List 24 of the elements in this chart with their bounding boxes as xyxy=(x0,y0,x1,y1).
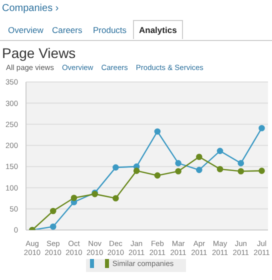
text: Companies › xyxy=(2,3,59,14)
point xyxy=(258,168,265,174)
text: Analytics xyxy=(133,20,183,39)
point xyxy=(70,194,78,202)
point xyxy=(196,154,202,160)
text: Careers xyxy=(52,25,82,35)
point xyxy=(175,168,182,174)
text: Products xyxy=(93,25,127,35)
point xyxy=(238,160,244,166)
point xyxy=(216,166,224,172)
point xyxy=(216,148,224,154)
point xyxy=(50,208,56,214)
point xyxy=(154,128,161,135)
point xyxy=(112,164,119,171)
text: Overview xyxy=(8,25,44,35)
chart-title: Page Views xyxy=(2,45,76,61)
point xyxy=(50,223,56,230)
point xyxy=(238,168,244,174)
point xyxy=(258,124,265,132)
point xyxy=(196,166,202,174)
point xyxy=(175,160,182,166)
point xyxy=(112,195,119,202)
point xyxy=(154,172,161,179)
point xyxy=(133,168,140,174)
